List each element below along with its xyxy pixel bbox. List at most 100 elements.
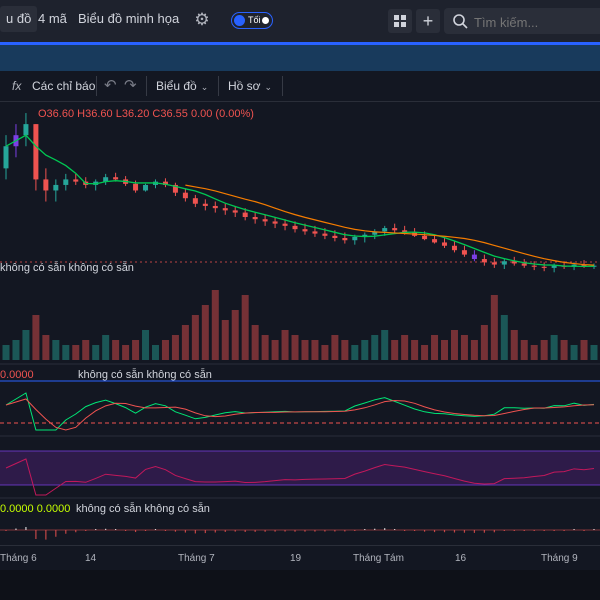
histogram-bar [55,530,57,537]
histogram-bar [204,530,206,534]
histogram-bar [35,530,37,539]
histogram-bar [423,530,426,532]
histogram-bar [254,530,256,532]
candle-body [432,239,438,243]
candle-body [43,179,49,191]
candle-body [362,234,368,237]
volume-bar [341,340,349,360]
histogram-bar [134,530,137,533]
tab-chart[interactable]: u đồ [0,6,38,32]
grid-layout-icon[interactable] [388,9,412,33]
volume-bar [580,340,588,360]
candle-body [511,261,517,264]
volume-bar [142,330,150,360]
histogram-bar [105,528,107,530]
theme-toggle[interactable]: Tối [231,12,273,29]
histogram-bar [443,530,446,533]
volume-bar [401,335,409,360]
volume-bar [540,340,548,360]
histogram-bar [45,530,47,540]
histogram-bar [304,530,306,532]
volume-bar [241,295,249,360]
candle-body [252,217,258,220]
histogram-bar [513,530,515,531]
open-value: O36.60 [38,108,75,120]
candle-body [392,228,398,231]
histogram-bar [593,529,595,530]
indicators-icon[interactable]: fx [12,79,22,93]
volume-bar [500,315,508,360]
indicators-button[interactable]: Các chỉ báo [32,79,96,93]
histogram-bar [274,530,276,532]
change-value: 0.00 (0.00%) [190,108,254,120]
toolbar-divider [282,76,283,96]
toggle-knob [234,15,245,26]
candle-body [551,265,557,268]
volume-bar [12,340,20,360]
volume-bar [351,345,359,360]
histogram-bar [184,530,186,533]
volume-bar [560,340,568,360]
volume-bar [361,340,369,360]
histogram-bar [264,530,266,532]
histogram-bar [174,530,177,532]
candle-body [202,203,208,206]
candle-body [471,254,477,260]
redo-icon[interactable]: ↷ [124,77,137,94]
osc1-legend: không có sẵn không có sẵn [78,369,212,381]
histogram-bar [25,527,27,530]
tab-symbols[interactable]: 4 mã [38,11,67,26]
high-value: H36.60 [77,108,113,120]
toolbar-divider [218,76,219,96]
add-icon[interactable]: + [416,9,440,33]
bottom-panel [0,570,600,600]
x-axis: Tháng 6 14 Tháng 7 19 Tháng Tám 16 Tháng… [0,545,600,571]
histogram-bar [194,530,196,534]
histogram-bar [95,529,97,530]
profile-button[interactable]: Hồ sơ ⌄ [228,77,272,95]
histogram-bar [124,530,127,531]
histogram-bar [543,530,545,531]
histogram-bar [563,530,565,531]
candle-body [162,181,168,185]
histogram-bar [344,530,346,532]
osc3-legend: không có sẵn không có sẵn [76,503,210,515]
histogram-bar [374,528,376,530]
candle-body [461,250,467,255]
moving-average-line [5,134,595,268]
histogram-bar [75,530,77,533]
volume-bar [151,345,159,360]
candle-body [113,177,119,180]
histogram-bar [5,530,7,531]
volume-bar [311,340,319,360]
volume-bar [450,330,458,360]
volume-bar [82,340,90,360]
chart-type-button[interactable]: Biểu đồ ⌄ [156,77,208,95]
candle-body [182,192,188,199]
volume-bar [331,335,339,360]
search-input[interactable] [472,11,596,33]
volume-bar [181,325,189,360]
volume-bar [171,335,179,360]
candle-body [531,265,537,267]
volume-bar [371,335,379,360]
candle-body [242,212,248,218]
histogram-bar [483,530,485,533]
candle-body [222,208,228,211]
chart-type-label: Biểu đồ [156,79,197,93]
histogram-bar [573,529,575,530]
volume-bar [421,345,429,360]
tab-illustrative-chart[interactable]: Biểu đồ minh họa [78,11,180,26]
candle-body [332,235,338,239]
histogram-bar [214,530,216,533]
candle-body [53,184,59,191]
search-box[interactable] [444,8,600,34]
gear-icon[interactable]: ⚙ [194,10,210,29]
undo-icon[interactable]: ↶ [104,77,117,94]
close-value: C36.55 [152,108,188,120]
histogram-bar [334,530,336,532]
volume-bar [32,315,40,360]
candle-body [212,205,218,209]
x-tick-label: Tháng 9 [541,553,578,564]
